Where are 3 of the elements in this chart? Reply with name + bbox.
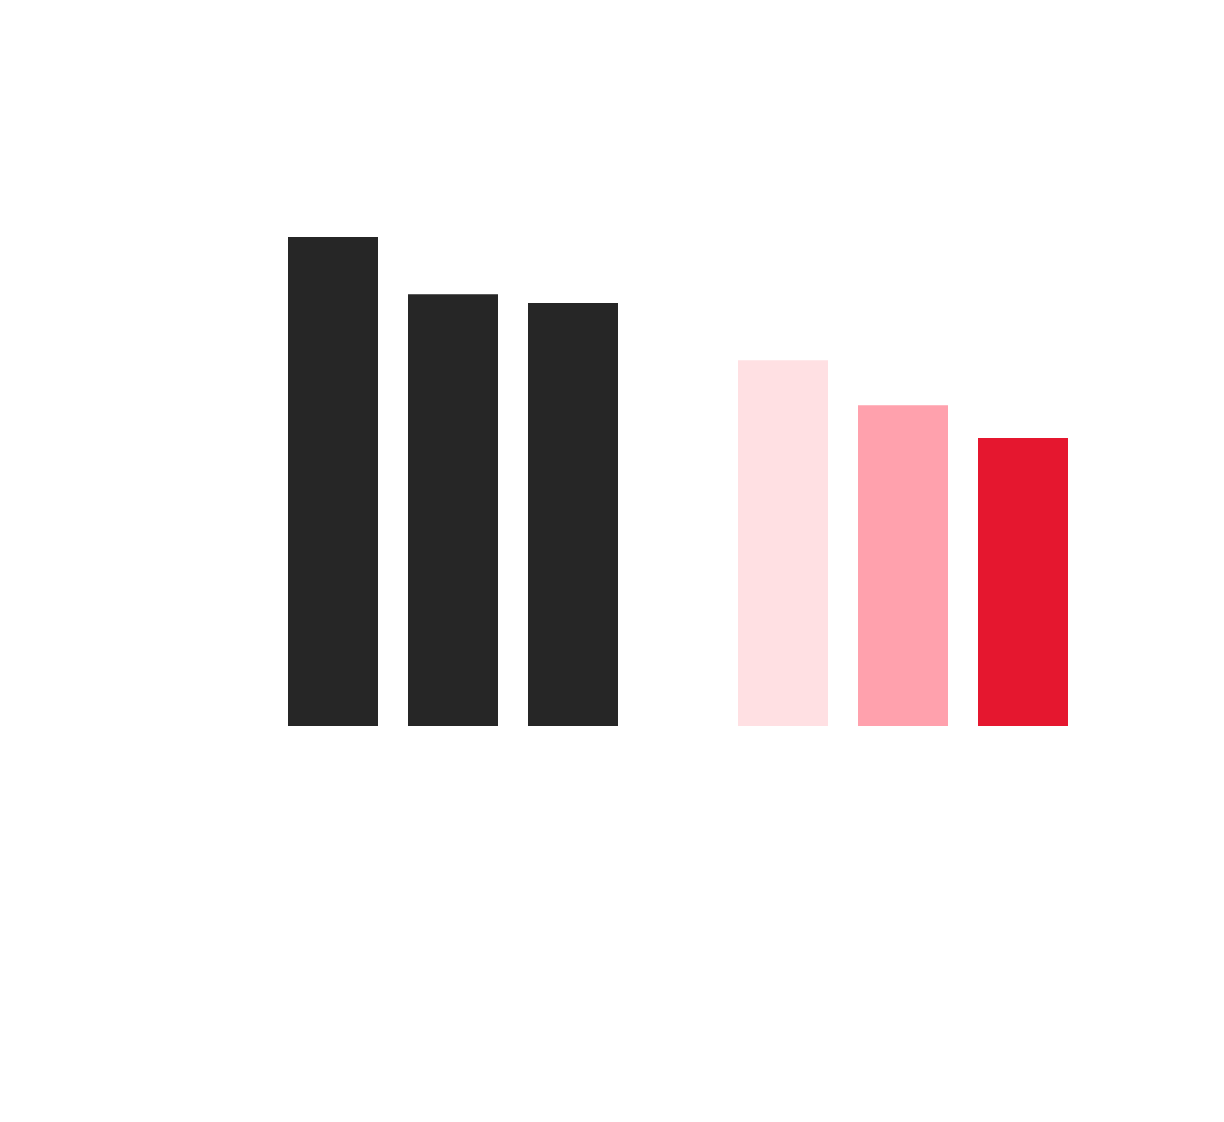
bar [738, 360, 828, 726]
bar [978, 437, 1068, 726]
bar [858, 405, 948, 726]
